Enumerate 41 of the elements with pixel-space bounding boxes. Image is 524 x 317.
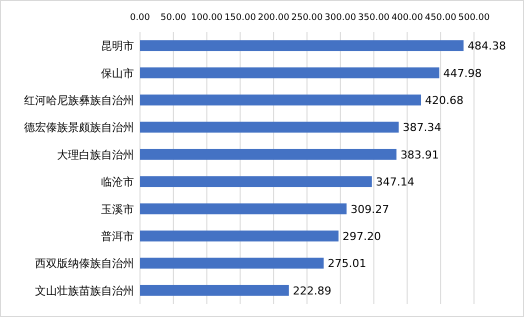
- x-tick-label: 150.00: [224, 13, 256, 23]
- x-tick-label: 300.00: [324, 13, 356, 23]
- bar: [140, 94, 422, 106]
- bar: [140, 176, 372, 188]
- bar: [140, 284, 289, 296]
- y-tick-label: 昆明市: [101, 40, 134, 53]
- data-label: 347.14: [376, 176, 414, 189]
- bar: [140, 203, 347, 214]
- y-tick-label: 德宏傣族景颇族自治州: [24, 121, 134, 134]
- x-tick-label: 50.00: [160, 13, 187, 23]
- x-tick-label: 100.00: [191, 13, 223, 23]
- y-tick-label: 红河哈尼族彝族自治州: [24, 94, 134, 107]
- y-tick-label: 普洱市: [101, 230, 134, 243]
- bar: [140, 258, 324, 269]
- y-tick-label: 文山壮族苗族自治州: [35, 284, 134, 298]
- x-tick-label: 500.00: [458, 13, 490, 23]
- x-tick-label: 250.00: [291, 13, 324, 23]
- data-label: 387.34: [402, 121, 442, 134]
- bar: [140, 67, 440, 78]
- y-tick-label: 西双版纳傣族自治州: [35, 257, 134, 270]
- data-label: 383.91: [400, 148, 439, 162]
- bar: [140, 40, 464, 52]
- data-label: 420.68: [425, 94, 464, 107]
- y-tick-label: 大理白族自治州: [57, 148, 134, 162]
- x-tick-label: 0.00: [130, 13, 150, 23]
- x-tick-label: 400.00: [391, 13, 424, 23]
- data-label: 484.38: [468, 40, 506, 53]
- data-label: 309.27: [350, 202, 390, 216]
- data-label: 297.20: [342, 230, 382, 243]
- x-tick-label: 450.00: [424, 13, 457, 23]
- data-label: 447.98: [443, 66, 482, 80]
- bar: [140, 230, 339, 242]
- x-tick-label: 200.00: [258, 13, 290, 23]
- bar: [140, 122, 399, 133]
- bar: [140, 148, 396, 160]
- data-label: 275.01: [328, 257, 366, 270]
- y-tick-label: 玉溪市: [101, 202, 134, 216]
- x-tick-label: 350.00: [358, 13, 390, 23]
- data-label: 222.89: [292, 284, 332, 298]
- y-tick-label: 临沧市: [101, 176, 134, 189]
- y-tick-label: 保山市: [101, 66, 134, 80]
